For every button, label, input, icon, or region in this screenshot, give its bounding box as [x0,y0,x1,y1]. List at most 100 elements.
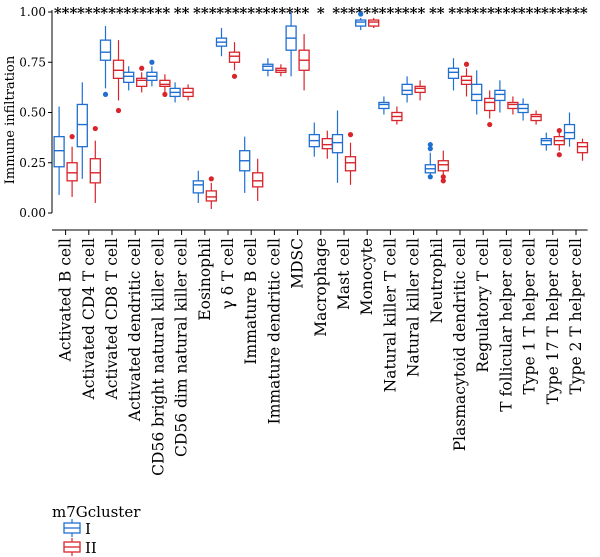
box-body [228,51,241,63]
significance-label: *** [239,4,263,22]
x-tick-label: Monocyte [358,238,376,315]
significance-label: *** [263,4,287,22]
y-axis-label: Immune infiltration [3,55,18,184]
box-body [99,39,112,61]
x-tick-label: T follicular helper cell [497,238,515,412]
legend-key-I [63,519,81,537]
box-body [344,156,357,172]
box-II-21 [553,127,565,158]
y-tick-label: 0.50 [19,106,46,120]
box-II-1 [89,125,101,203]
box-II-17 [460,61,473,97]
outlier-point [427,146,433,152]
legend-item-I: I [63,519,91,538]
outlier-point [427,174,433,180]
y-tick-label: 0.75 [19,55,46,69]
legend-label-II: II [85,539,97,557]
box-I-0 [53,106,65,195]
box-I-13 [355,11,367,31]
significance-label: *** [123,4,147,22]
significance-label: *** [216,4,240,22]
box-body [89,158,101,184]
significance-label: *** [193,4,217,22]
outlier-point [347,132,354,138]
box-I-7 [215,28,228,57]
box-body [123,71,135,84]
box-I-19 [494,80,506,113]
x-tick-label: Immature dendritic cell [265,238,283,424]
x-tick-label: Activated B cell [57,238,75,362]
y-tick-label: 0.25 [19,156,46,170]
outlier-point [92,125,98,132]
box-II-20 [530,110,542,125]
box-II-3 [136,65,148,93]
significance-label: *** [286,4,310,22]
box-I-15 [401,76,413,103]
box-II-12 [344,132,357,185]
significance-label: ** [174,4,190,22]
y-tick-label: 0.00 [19,206,46,220]
box-I-18 [471,70,483,115]
box-body [530,113,542,122]
box-body [136,77,148,88]
box-body [494,89,506,102]
outlier-point [440,178,446,184]
box-II-16 [437,150,449,184]
box-II-7 [228,42,241,79]
box-body [401,83,413,96]
outlier-point [440,174,446,180]
significance-label: * [317,4,325,22]
box-body [66,162,78,182]
box-I-22 [563,112,576,147]
legend-key-II [63,538,81,556]
x-tick-label: MDSC [289,238,307,289]
box-I-21 [540,132,552,151]
x-tick-label: Activated CD4 T cell [80,238,98,400]
legend-label-I: I [85,520,91,538]
box-I-17 [447,58,460,91]
box-body [159,79,171,88]
box-I-16 [424,142,436,180]
significance-label: *** [495,4,519,22]
box-I-1 [76,82,88,179]
significance-label: *** [355,4,379,22]
box-body [437,160,449,172]
box-II-11 [321,130,333,159]
significance-label: *** [100,4,124,22]
outlier-point [139,65,145,71]
box-body [484,97,496,112]
box-body [507,101,519,110]
box-I-14 [378,96,390,115]
box-I-11 [308,122,320,157]
box-body [76,103,88,148]
box-body [331,133,344,154]
box-I-20 [517,98,529,121]
legend-item-II: II [63,538,97,557]
x-tick-label: Activated dendritic cell [126,238,144,422]
outlier-point [427,142,433,148]
box-body [540,137,552,146]
outlier-point [487,121,493,128]
box-body [192,180,204,194]
box-body [112,59,125,79]
box-body [576,141,589,154]
x-tick-label: Activated CD8 T cell [103,238,121,400]
box-body [471,83,483,102]
significance-label: *** [541,4,565,22]
outlier-point [358,11,364,17]
box-II-9 [275,64,287,77]
outlier-point [463,61,470,67]
legend: m7Gcluster I II [52,503,141,557]
outlier-point [208,176,214,182]
x-tick-label: Macrophage [312,238,330,337]
significance-label: *** [564,4,588,22]
x-tick-label: Neutrophil [428,238,446,324]
box-II-14 [391,106,403,125]
box-I-4 [146,59,158,87]
box-II-2 [112,40,125,114]
box-body [563,123,576,140]
x-tick-label: Type 17 T helper cell [544,238,562,404]
x-tick-label: Eosinophil [196,238,214,321]
significance-label: *** [332,4,356,22]
